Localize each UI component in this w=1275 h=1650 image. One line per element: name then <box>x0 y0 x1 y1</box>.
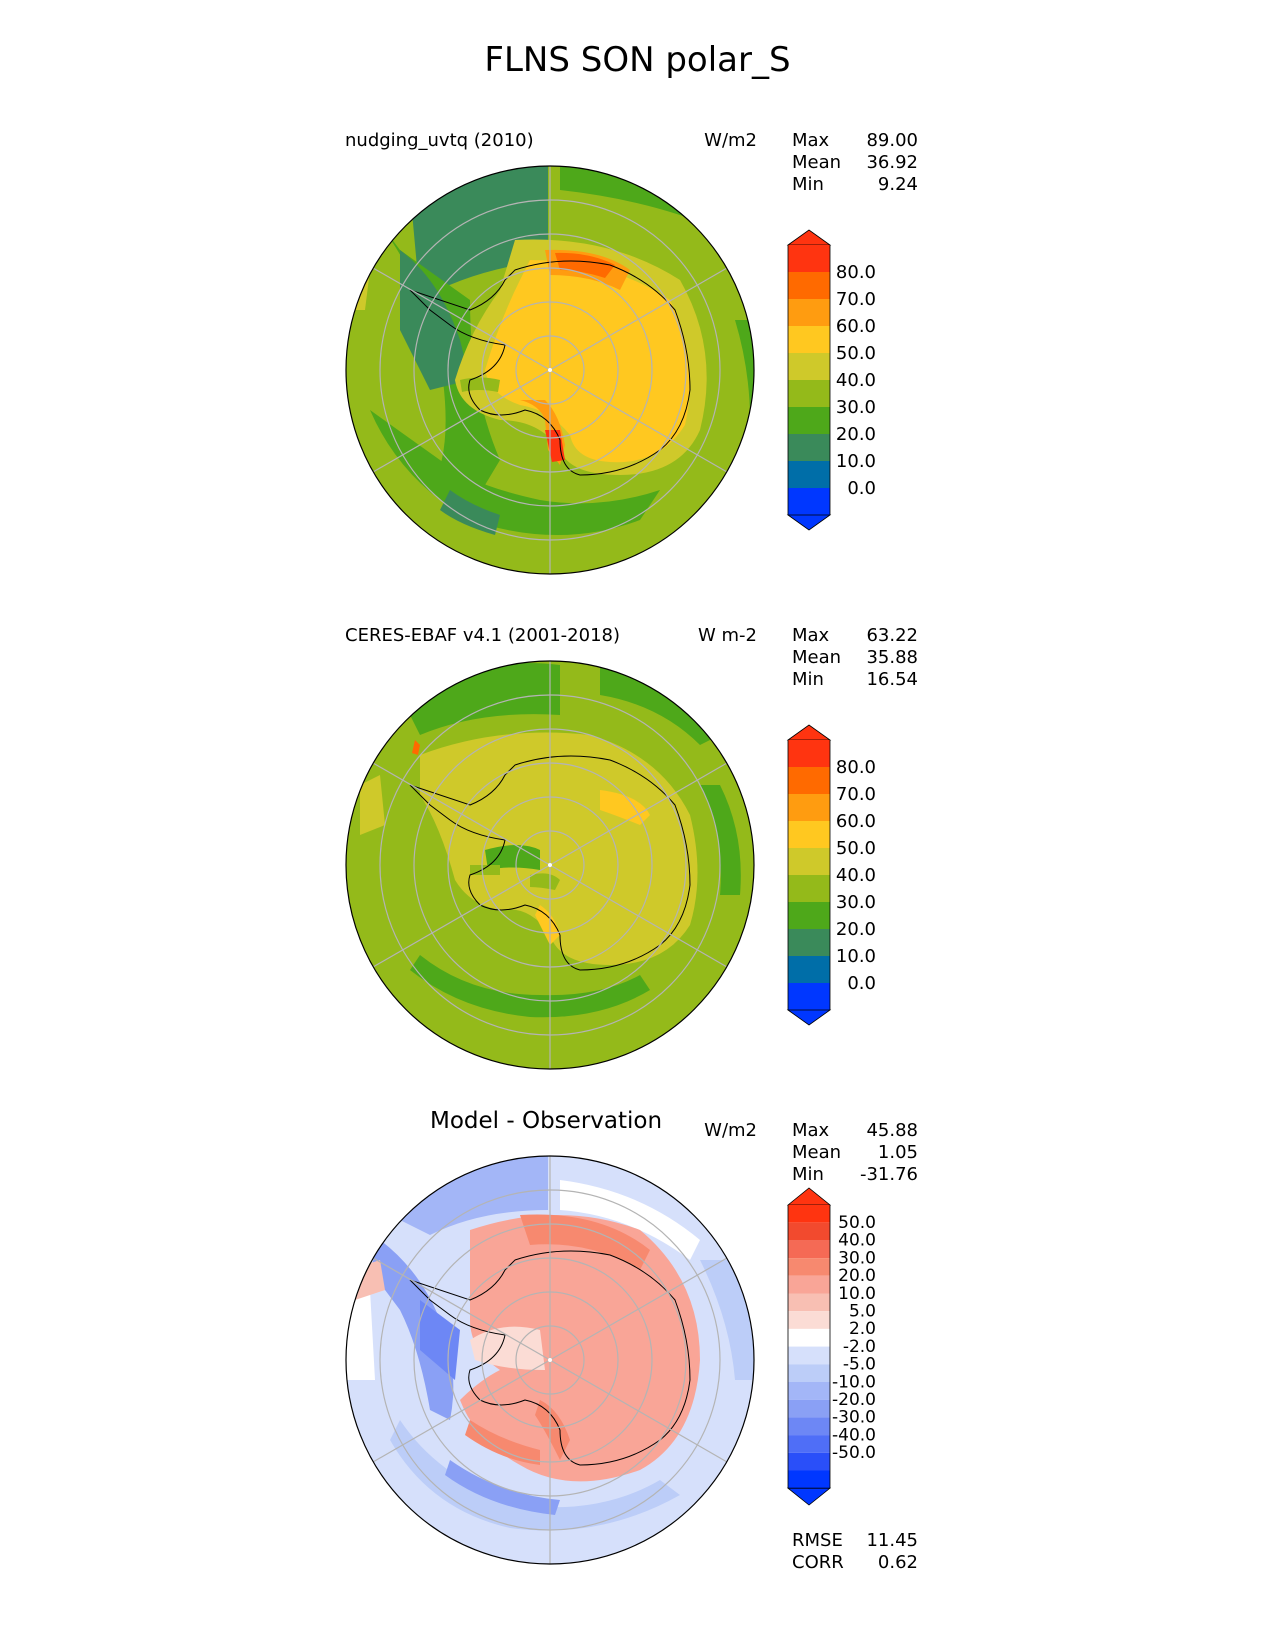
tick-label: -5.0 <box>843 1355 876 1375</box>
figure-title: FLNS SON polar_S <box>484 40 791 80</box>
panel-title: nudging_uvtq (2010) <box>345 130 534 151</box>
tick-label: -30.0 <box>832 1408 876 1428</box>
tick-label: 30.0 <box>836 397 876 418</box>
colorbar-ticks: 50.0 40.0 30.0 20.0 10.0 5.0 2.0 -2.0 -5… <box>832 1213 876 1463</box>
polar-map <box>346 166 754 574</box>
tick-label: 40.0 <box>836 370 876 391</box>
tick-label: 40.0 <box>836 865 876 886</box>
stat-min: Min -31.76 <box>792 1164 918 1185</box>
tick-label: 50.0 <box>836 343 876 364</box>
stat-max: Max 63.22 <box>792 625 918 646</box>
tick-label: -10.0 <box>832 1372 876 1392</box>
map-panel-svg: 50.0 40.0 30.0 20.0 10.0 5.0 2.0 -2.0 -5… <box>345 1155 876 1565</box>
map-panel-svg: 80.0 70.0 60.0 50.0 40.0 30.0 20.0 10.0 … <box>345 660 876 1070</box>
colorbar: 80.0 70.0 60.0 50.0 40.0 30.0 20.0 10.0 … <box>786 229 876 531</box>
tick-label: 0.0 <box>847 973 876 994</box>
tick-label: -40.0 <box>832 1425 876 1445</box>
colorbar-ticks: 80.0 70.0 60.0 50.0 40.0 30.0 20.0 10.0 … <box>836 757 876 994</box>
stat-min: Min 16.54 <box>792 669 918 690</box>
stats-block: Max 45.88 Mean 1.05 Min -31.76 <box>792 1120 918 1186</box>
stats-block: Max 63.22 Mean 35.88 Min 16.54 <box>792 625 918 691</box>
stat-min: Min 9.24 <box>792 174 918 195</box>
tick-label: 60.0 <box>836 316 876 337</box>
units-label: W/m2 <box>704 130 757 151</box>
tick-label: 40.0 <box>838 1231 876 1251</box>
tick-label: 80.0 <box>836 262 876 283</box>
panel-difference: Model - Observation W/m2 Max 45.88 Mean 1.… <box>0 1108 1275 1650</box>
metric-rmse: RMSE 11.45 <box>792 1530 918 1551</box>
tick-label: 20.0 <box>836 424 876 445</box>
panel-title: CERES-EBAF v4.1 (2001-2018) <box>345 625 621 646</box>
units-label: W m-2 <box>697 625 757 646</box>
stats-block: Max 89.00 Mean 36.92 Min 9.24 <box>792 130 918 196</box>
stat-mean: Mean 1.05 <box>792 1142 918 1163</box>
panel-model: nudging_uvtq (2010) W/m2 Max 89.00 Mean 36… <box>0 130 1275 610</box>
tick-label: 70.0 <box>836 784 876 805</box>
tick-label: 5.0 <box>849 1302 876 1322</box>
units-label: W/m2 <box>704 1120 757 1141</box>
panel-title: Model - Observation <box>430 1108 663 1134</box>
tick-label: -50.0 <box>832 1443 876 1463</box>
panel-observation: CERES-EBAF v4.1 (2001-2018) W m-2 Max 63.… <box>0 625 1275 1105</box>
tick-label: 50.0 <box>838 1213 876 1233</box>
tick-label: 70.0 <box>836 289 876 310</box>
stat-mean: Mean 36.92 <box>792 152 918 173</box>
colorbar: 80.0 70.0 60.0 50.0 40.0 30.0 20.0 10.0 … <box>786 724 876 1026</box>
tick-label: 2.0 <box>849 1319 876 1339</box>
tick-label: 20.0 <box>838 1266 876 1286</box>
metrics-block: RMSE 11.45 CORR 0.62 <box>792 1530 918 1574</box>
colorbar: 50.0 40.0 30.0 20.0 10.0 5.0 2.0 -2.0 -5… <box>786 1187 876 1506</box>
colorbar-ticks: 80.0 70.0 60.0 50.0 40.0 30.0 20.0 10.0 … <box>836 262 876 499</box>
tick-label: -2.0 <box>843 1337 876 1357</box>
tick-label: 10.0 <box>836 451 876 472</box>
polar-map <box>346 1156 754 1564</box>
polar-map <box>346 661 754 1069</box>
tick-label: 20.0 <box>836 919 876 940</box>
tick-label: -20.0 <box>832 1390 876 1410</box>
tick-label: 30.0 <box>836 892 876 913</box>
tick-label: 80.0 <box>836 757 876 778</box>
stat-max: Max 45.88 <box>792 1120 918 1141</box>
tick-label: 0.0 <box>847 478 876 499</box>
stat-max: Max 89.00 <box>792 130 918 151</box>
metric-corr: CORR 0.62 <box>792 1552 918 1573</box>
tick-label: 30.0 <box>838 1248 876 1268</box>
tick-label: 10.0 <box>836 946 876 967</box>
tick-label: 10.0 <box>838 1284 876 1304</box>
tick-label: 50.0 <box>836 838 876 859</box>
stat-mean: Mean 35.88 <box>792 647 918 668</box>
tick-label: 60.0 <box>836 811 876 832</box>
map-panel-svg: 80.0 70.0 60.0 50.0 40.0 30.0 20.0 10.0 … <box>345 165 876 575</box>
